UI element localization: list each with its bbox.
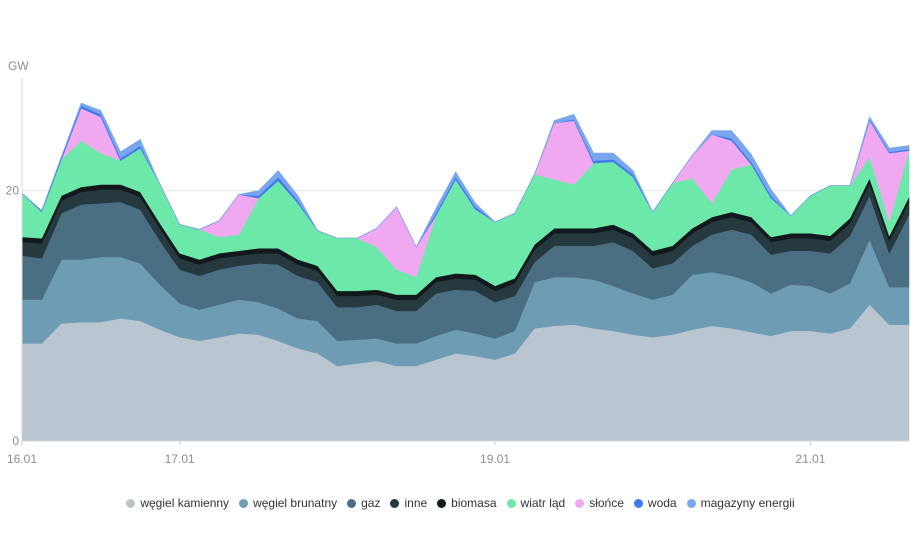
legend-label: gaz — [361, 496, 381, 510]
legend-label: magazyny energii — [700, 496, 795, 510]
legend-swatch — [347, 498, 357, 508]
area-series-8 — [21, 102, 910, 248]
legend-swatch — [506, 498, 516, 508]
legend-swatch — [633, 498, 643, 508]
legend-item[interactable]: węgiel kamienny — [126, 496, 229, 510]
legend-item[interactable]: wiatr ląd — [506, 496, 566, 510]
legend-item[interactable]: gaz — [347, 496, 380, 510]
x-tick-label: 16.01 — [7, 452, 37, 466]
legend-swatch — [575, 498, 585, 508]
legend-label: słońce — [589, 496, 624, 510]
x-tick-label: 17.01 — [165, 452, 195, 466]
y-axis-label: GW — [8, 59, 29, 73]
legend-item[interactable]: biomasa — [437, 496, 497, 510]
legend-swatch — [239, 498, 249, 508]
legend-label: wiatr ląd — [520, 496, 566, 510]
legend-label: węgiel kamienny — [140, 496, 230, 510]
legend-item[interactable]: inne — [390, 496, 427, 510]
legend-label: inne — [404, 496, 428, 510]
legend-item[interactable]: woda — [633, 496, 677, 510]
legend-label: węgiel brunatny — [253, 496, 338, 510]
y-tick-label: 20 — [6, 184, 20, 198]
y-tick-label: 0 — [12, 434, 19, 448]
legend-swatch — [437, 498, 447, 508]
legend-label: woda — [647, 496, 677, 510]
legend: węgiel kamienny węgiel brunatny gaz inne bio… — [0, 496, 921, 511]
legend-label: biomasa — [451, 496, 497, 510]
stacked-area-chart: GW 0 20 16.01 17.01 19.01 21.01 — [6, 59, 910, 466]
legend-swatch — [126, 498, 136, 508]
legend-item[interactable]: słońce — [575, 496, 624, 510]
legend-item[interactable]: węgiel brunatny — [239, 496, 337, 510]
x-tick-label: 19.01 — [480, 452, 510, 466]
legend-item[interactable]: magazyny energii — [686, 496, 795, 510]
legend-swatch — [686, 498, 696, 508]
legend-swatch — [390, 498, 400, 508]
x-tick-label: 21.01 — [795, 452, 825, 466]
